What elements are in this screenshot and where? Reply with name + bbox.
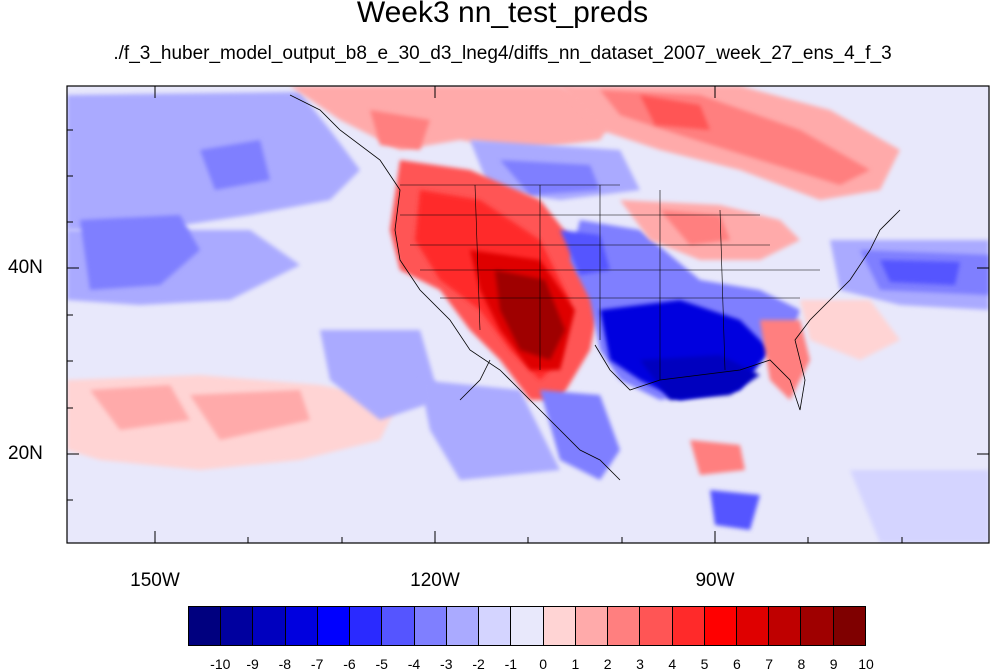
map-title: Week3 nn_test_preds <box>356 0 649 29</box>
colorbar <box>188 606 866 646</box>
colorbar-box <box>543 607 576 645</box>
colorbar-tick-label: 10 <box>858 656 874 672</box>
colorbar-box <box>801 607 834 645</box>
colorbar-box <box>446 607 480 645</box>
colorbar-box <box>189 607 222 645</box>
colorbar-tick-label: -7 <box>310 656 324 672</box>
colorbar-box <box>285 607 318 645</box>
colorbar-box <box>511 607 544 645</box>
colorbar-tick-label: 3 <box>636 656 644 672</box>
colorbar-tick-label: -8 <box>278 656 292 672</box>
colorbar-tick-label: 5 <box>700 656 709 672</box>
colorbar-box <box>479 607 512 645</box>
colorbar-box <box>736 607 770 645</box>
colorbar-box <box>575 607 609 645</box>
colorbar-box <box>833 607 865 645</box>
colorbar-tick-label: -10 <box>210 656 231 672</box>
colorbar-box <box>221 607 254 645</box>
lat-label-40n: 40N <box>8 257 43 278</box>
colorbar-tick-label: -2 <box>472 656 485 672</box>
lon-label-150w: 150W <box>130 570 180 591</box>
colorbar-tick-label: -9 <box>246 656 259 672</box>
lat-label-20n: 20N <box>8 443 43 464</box>
axis-ticks <box>67 86 989 543</box>
colorbar-box <box>414 607 447 645</box>
colorbar-tick-label: -5 <box>375 656 388 672</box>
colorbar-box <box>382 607 415 645</box>
colorbar-tick-label: -3 <box>440 656 453 672</box>
colorbar-tick-label: 1 <box>571 656 580 672</box>
colorbar-box <box>640 607 673 645</box>
colorbar-tick-label: 2 <box>603 656 612 672</box>
state-borders <box>400 184 820 380</box>
colorbar-box <box>350 607 383 645</box>
colorbar-tick-label: 9 <box>829 656 838 672</box>
anomaly-map <box>66 85 990 544</box>
colorbar-box <box>317 607 351 645</box>
lon-label-120w: 120W <box>410 570 460 591</box>
colorbar-tick-label: -6 <box>343 656 356 672</box>
colorbar-box <box>704 607 737 645</box>
colorbar-box <box>253 607 286 645</box>
lon-label-90w: 90W <box>695 570 735 591</box>
colorbar-tick-label: 6 <box>732 656 741 672</box>
coastlines <box>289 94 901 481</box>
colorbar-tick-label: 7 <box>765 656 774 672</box>
colorbar-box <box>769 607 802 645</box>
colorbar-tick-label: 8 <box>797 656 806 672</box>
colorbar-box <box>608 607 641 645</box>
colorbar-tick-label: 4 <box>668 656 677 672</box>
colorbar-tick-label: -4 <box>407 656 421 672</box>
colorbar-box <box>672 607 705 645</box>
colorbar-tick-label: 0 <box>539 656 548 672</box>
map-subtitle: ./f_3_huber_model_output_b8_e_30_d3_lneg… <box>113 43 892 64</box>
colorbar-tick-label: -1 <box>504 656 518 672</box>
